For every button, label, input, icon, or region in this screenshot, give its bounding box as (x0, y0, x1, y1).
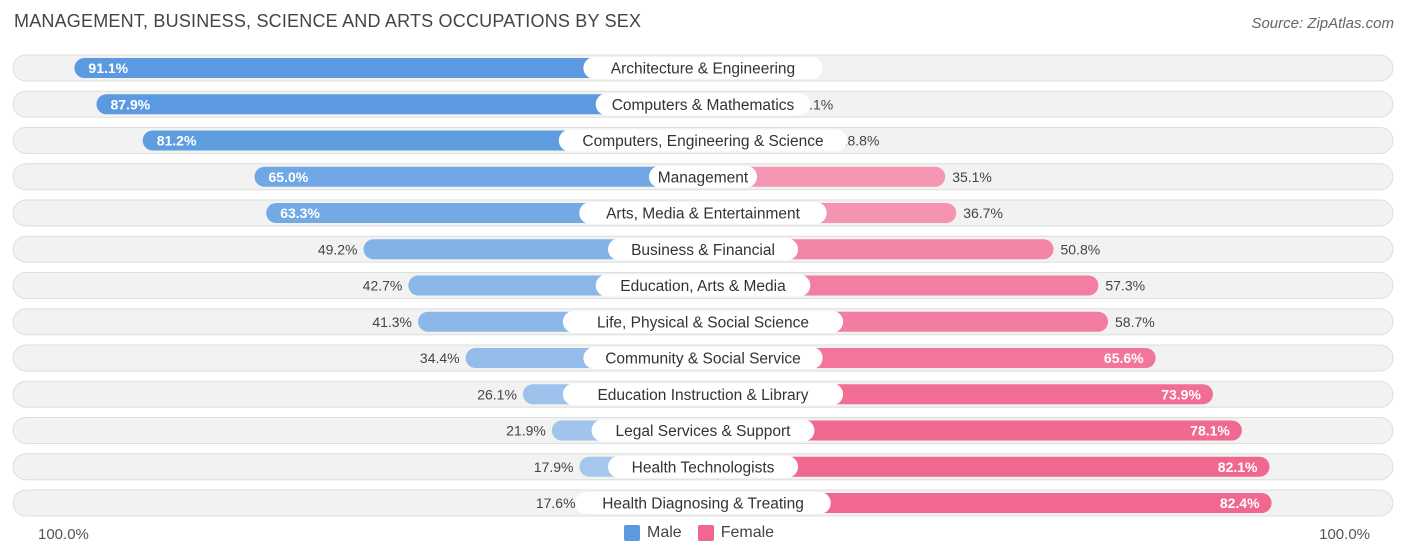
category-pill (562, 310, 844, 333)
category-pill (608, 238, 798, 261)
male-value-label: 41.3% (372, 314, 412, 330)
category-label: Education, Arts & Media (620, 278, 786, 295)
male-value-label: 17.9% (534, 459, 574, 475)
bar-female (703, 456, 1270, 477)
legend-swatch-male (624, 525, 640, 541)
legend-item-female: Female (697, 524, 775, 542)
category-label: Health Technologists (632, 459, 775, 476)
male-value-label: 63.3% (280, 205, 320, 221)
female-value-label: 73.9% (1161, 386, 1201, 402)
bar-male (254, 166, 703, 187)
male-value-label: 81.2% (157, 133, 197, 149)
category-label: Computers & Mathematics (612, 97, 795, 114)
category-label: Computers, Engineering & Science (582, 133, 823, 150)
bar-female (703, 420, 1242, 441)
bar-row: 21.9% 78.1% Legal Services & Support (12, 417, 1394, 444)
female-value-label: 36.7% (963, 205, 1003, 221)
category-label: Community & Social Service (605, 351, 801, 368)
male-value-label: 17.6% (536, 495, 576, 511)
category-pill (608, 455, 798, 478)
category-pill (649, 165, 757, 188)
category-label: Architecture & Engineering (611, 61, 795, 78)
category-label: Arts, Media & Entertainment (606, 206, 801, 223)
bar-female (703, 166, 946, 187)
category-label: Health Diagnosing & Treating (602, 496, 804, 513)
male-value-label: 34.4% (420, 350, 460, 366)
legend: Male Female (624, 524, 790, 542)
male-value-label: 91.1% (88, 60, 128, 76)
female-value-label: 58.7% (1115, 314, 1155, 330)
female-value-label: 35.1% (952, 169, 992, 185)
legend-label-male: Male (647, 524, 682, 541)
bar-male (74, 58, 703, 78)
male-value-label: 49.2% (318, 241, 358, 257)
bar-row: 41.3% 58.7% Life, Physical & Social Scienc… (12, 308, 1394, 336)
category-label: Life, Physical & Social Science (597, 314, 809, 331)
category-pill (591, 419, 815, 442)
category-pill (595, 274, 811, 297)
legend-item-male: Male (624, 524, 682, 542)
category-pill (583, 57, 823, 79)
legend-label-female: Female (720, 524, 775, 541)
bar-row: 42.7% 57.3% Education, Arts & Media (12, 272, 1394, 299)
bar-row: 26.1% 73.9% Education Instruction & Librar… (12, 380, 1394, 408)
female-value-label: 50.8% (1061, 241, 1101, 257)
female-value-label: 82.1% (1218, 459, 1258, 475)
axis-left-label: 100.0% (38, 526, 89, 543)
legend-swatch-female (697, 525, 714, 541)
male-value-label: 65.0% (269, 169, 309, 185)
male-value-label: 87.9% (110, 96, 150, 112)
bar-row: 49.2% 50.8% Business & Financial (12, 235, 1394, 263)
category-pill (575, 492, 831, 514)
source-label: Source: ZipAtlas.com (1251, 15, 1394, 32)
bar-female (703, 493, 1272, 513)
bar-row: 17.6% 82.4% Health Diagnosing & Treating (12, 489, 1394, 517)
female-value-label: 18.8% (840, 133, 880, 149)
female-value-label: 78.1% (1190, 423, 1230, 439)
chart-title: MANAGEMENT, BUSINESS, SCIENCE AND ARTS O… (14, 11, 642, 31)
female-value-label: 65.6% (1104, 350, 1144, 366)
category-pill (583, 347, 823, 369)
bar-row: 81.2% 18.8% Computers, Engineering & Scien… (12, 127, 1394, 154)
category-label: Management (658, 169, 749, 186)
bar-row: 91.1%8.9%Architecture & Engineering (12, 54, 1394, 82)
category-label: Business & Financial (631, 242, 775, 259)
category-pill (595, 93, 811, 116)
bar-row: 65.0% 35.1% Management (12, 163, 1394, 191)
axis-right-label: 100.0% (1319, 526, 1370, 543)
bar-row: 87.9% 12.1%Computers & Mathematics (12, 90, 1394, 118)
male-value-label: 21.9% (506, 423, 546, 439)
bar-row: 63.3% 36.7% Arts, Media & Entertainment (12, 199, 1394, 227)
male-value-label: 26.1% (477, 386, 517, 402)
female-value-label: 82.4% (1220, 495, 1260, 511)
category-pill (562, 383, 844, 406)
bar-row: 34.4% 65.6% Community & Social Service (12, 344, 1394, 372)
bar-row: 17.9% 82.1% Health Technologists (12, 453, 1394, 481)
male-value-label: 42.7% (363, 278, 403, 294)
bar-male (96, 94, 704, 115)
category-pill (558, 129, 848, 152)
female-value-label: 57.3% (1105, 278, 1145, 294)
diverging-bar-chart: 91.1%8.9%Architecture & Engineering 87.9%… (12, 54, 1394, 517)
category-label: Legal Services & Support (616, 423, 792, 440)
category-label: Education Instruction & Library (597, 387, 808, 404)
category-pill (579, 202, 827, 224)
